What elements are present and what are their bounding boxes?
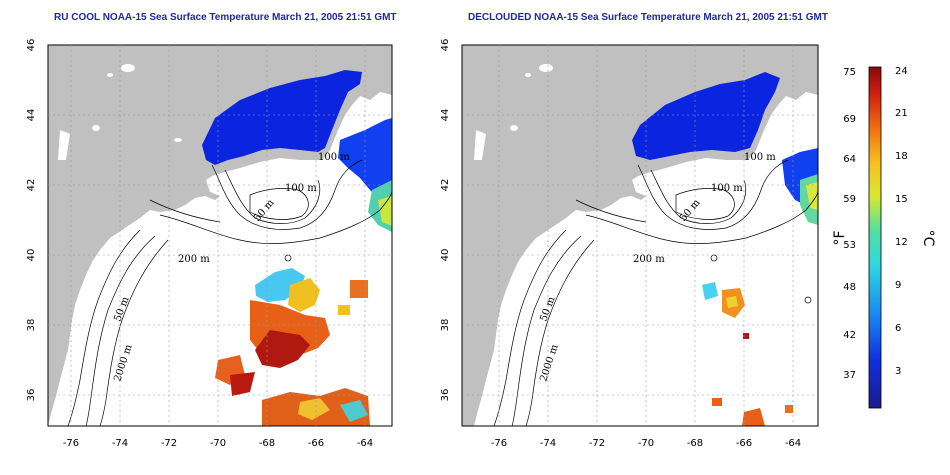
right-map-grid <box>462 45 818 426</box>
right-map-frame <box>461 44 819 427</box>
right-lon-tick: -64 <box>785 438 801 449</box>
fahrenheit-tick: 64 <box>843 154 856 165</box>
left-lake-2 <box>107 73 113 77</box>
right-bathymetry-contours <box>493 159 818 426</box>
fahrenheit-tick: 48 <box>843 282 856 293</box>
fahrenheit-tick: 59 <box>843 194 856 205</box>
right-lat-tick: 38 <box>440 319 451 332</box>
left-bathymetry-contours <box>67 159 392 426</box>
right-latitude-ticks: 46 44 42 40 38 36 <box>440 39 451 402</box>
colorbar-fahrenheit-ticks: 75 69 64 59 53 48 42 37 <box>843 67 856 381</box>
temperature-colorbar: 75 69 64 59 53 48 42 37 24 21 18 15 12 9… <box>832 66 936 409</box>
left-sst-mild-east <box>378 196 392 226</box>
right-sst-yellow-patch <box>726 296 738 308</box>
left-contour-label-100m-north: 100 m <box>318 152 350 163</box>
left-lat-tick: 40 <box>26 249 37 262</box>
left-lat-tick: 42 <box>26 179 37 192</box>
left-contour-label-200m: 200 m <box>178 254 210 265</box>
celsius-tick: 18 <box>895 151 908 162</box>
right-lat-tick: 42 <box>440 179 451 192</box>
right-lon-tick: -76 <box>491 438 507 449</box>
celsius-tick: 3 <box>895 366 901 377</box>
left-sst-red-patch <box>255 330 310 368</box>
celsius-unit-label: °C <box>920 230 936 247</box>
left-lon-tick: -76 <box>63 438 79 449</box>
fahrenheit-unit-label: °F <box>832 230 848 245</box>
right-lon-tick: -68 <box>687 438 703 449</box>
colorbar-gradient <box>868 66 882 409</box>
left-latitude-ticks: 46 44 42 40 38 36 <box>26 39 37 402</box>
right-lon-tick: -72 <box>589 438 605 449</box>
right-sst-orange-south-2 <box>785 405 793 413</box>
celsius-tick: 6 <box>895 323 901 334</box>
celsius-tick: 24 <box>895 66 908 77</box>
left-sst-red-west <box>230 372 255 396</box>
right-sst-orange-south <box>742 408 765 426</box>
celsius-tick: 12 <box>895 237 908 248</box>
right-lon-tick: -70 <box>638 438 654 449</box>
left-sst-cyan-south <box>340 400 368 422</box>
left-lon-tick: -72 <box>161 438 177 449</box>
fahrenheit-tick: 53 <box>843 240 856 251</box>
left-sst-yellow-patch <box>288 278 320 312</box>
left-sst-small-patch-2 <box>338 305 350 315</box>
left-lake-5 <box>58 130 70 160</box>
right-lat-tick: 40 <box>440 249 451 262</box>
right-lake-1 <box>539 64 553 72</box>
right-sst-orange-dot <box>712 398 722 406</box>
right-map-title: DECLOUDED NOAA-15 Sea Surface Temperatur… <box>468 12 828 23</box>
left-lon-tick: -74 <box>112 438 128 449</box>
left-lake-1 <box>121 64 135 72</box>
right-lake-3 <box>510 125 518 131</box>
left-lake-3 <box>92 125 100 131</box>
right-contour-label-100m: 100 m <box>711 183 743 194</box>
left-map-frame <box>47 44 393 427</box>
fahrenheit-tick: 75 <box>843 67 856 78</box>
celsius-tick: 9 <box>895 280 901 291</box>
left-map-panel: 100 m 100 m 50 m 200 m 50 m 2000 m -76 -… <box>26 39 393 449</box>
left-sst-cold-region <box>202 70 362 165</box>
right-longitude-ticks: -76 -74 -72 -70 -68 -66 -64 <box>491 438 801 449</box>
right-lat-tick: 46 <box>440 39 451 52</box>
right-sst-mild-east <box>806 182 818 210</box>
right-lon-tick: -74 <box>540 438 556 449</box>
colorbar-celsius-ticks: 24 21 18 15 12 9 6 3 <box>895 66 908 377</box>
fahrenheit-tick: 42 <box>843 330 856 341</box>
right-sst-cold-region <box>632 72 780 160</box>
left-lat-tick: 46 <box>26 39 37 52</box>
right-lon-tick: -66 <box>736 438 752 449</box>
left-sst-yellow-south <box>298 398 330 420</box>
left-lon-tick: -68 <box>259 438 275 449</box>
right-lat-tick: 44 <box>440 109 451 122</box>
right-sst-cyan-patch <box>702 282 718 300</box>
fahrenheit-tick: 37 <box>843 370 856 381</box>
left-lat-tick: 36 <box>26 389 37 402</box>
left-longitude-ticks: -76 -74 -72 -70 -68 -66 -64 <box>63 438 373 449</box>
left-map-grid <box>48 45 392 426</box>
left-lon-tick: -64 <box>357 438 373 449</box>
right-lake-4 <box>474 130 486 160</box>
right-lake-2 <box>525 73 531 77</box>
left-lat-tick: 44 <box>26 109 37 122</box>
left-contour-label-100m: 100 m <box>285 183 317 194</box>
right-contour-label-100m-north: 100 m <box>744 152 776 163</box>
left-lon-tick: -70 <box>210 438 226 449</box>
left-map-title: RU COOL NOAA-15 Sea Surface Temperature … <box>54 12 397 23</box>
left-lon-tick: -66 <box>308 438 324 449</box>
celsius-tick: 21 <box>895 108 908 119</box>
right-contour-label-200m: 200 m <box>633 254 665 265</box>
right-sst-red-dot <box>743 333 749 339</box>
fahrenheit-tick: 69 <box>843 114 856 125</box>
left-lake-4 <box>174 138 182 142</box>
right-lat-tick: 36 <box>440 389 451 402</box>
left-lat-tick: 38 <box>26 319 37 332</box>
celsius-tick: 15 <box>895 194 908 205</box>
left-sst-small-patch <box>350 280 368 298</box>
right-map-panel: 100 m 100 m 50 m 200 m 50 m 2000 m -76 -… <box>440 39 819 449</box>
